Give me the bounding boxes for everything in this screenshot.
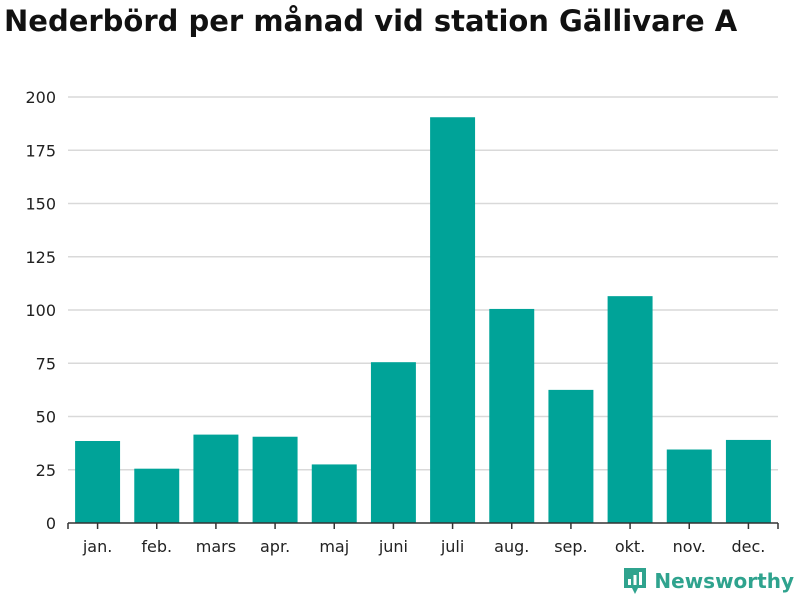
y-tick-label: 150: [25, 195, 56, 214]
bar: [193, 434, 239, 523]
x-tick-label: mars: [196, 537, 236, 556]
y-tick-label: 100: [25, 301, 56, 320]
x-tick-label: aug.: [494, 537, 529, 556]
x-tick-label: juli: [440, 537, 464, 556]
bar: [725, 439, 771, 523]
bar: [607, 296, 653, 523]
bar: [252, 436, 298, 523]
brand-name: Newsworthy: [654, 569, 794, 593]
x-tick-label: feb.: [141, 537, 172, 556]
y-tick-label: 25: [36, 461, 56, 480]
y-tick-label: 75: [36, 354, 56, 373]
y-tick-label: 200: [25, 88, 56, 107]
x-tick-label: dec.: [731, 537, 765, 556]
y-tick-label: 50: [36, 408, 56, 427]
bar: [489, 308, 535, 523]
x-tick-label: juni: [378, 537, 408, 556]
axes: [67, 522, 779, 529]
x-tick-label: okt.: [615, 537, 645, 556]
bar: [75, 440, 121, 523]
gridlines: [68, 96, 778, 471]
chart-title: Nederbörd per månad vid station Gällivar…: [4, 4, 738, 38]
bar: [134, 468, 180, 523]
bar: [370, 362, 416, 523]
x-tick-label: nov.: [673, 537, 706, 556]
tick-labels: 0 25 50 75 100 125 150 175 200 jan. feb. mars apr. ma…: [25, 88, 765, 556]
bar-chart-badge-icon: [624, 568, 647, 594]
x-tick-label: sep.: [554, 537, 587, 556]
bar: [666, 449, 712, 523]
y-tick-label: 125: [25, 248, 56, 267]
bar: [430, 117, 476, 524]
y-tick-label: 175: [25, 141, 56, 160]
bar: [548, 389, 594, 523]
x-tick-label: maj: [319, 537, 349, 556]
brand-logo: Newsworthy: [622, 566, 794, 596]
bars: [75, 117, 771, 524]
x-tick-label: apr.: [260, 537, 290, 556]
x-tick-label: jan.: [82, 537, 112, 556]
bar: [311, 464, 357, 523]
y-tick-label: 0: [46, 514, 56, 533]
